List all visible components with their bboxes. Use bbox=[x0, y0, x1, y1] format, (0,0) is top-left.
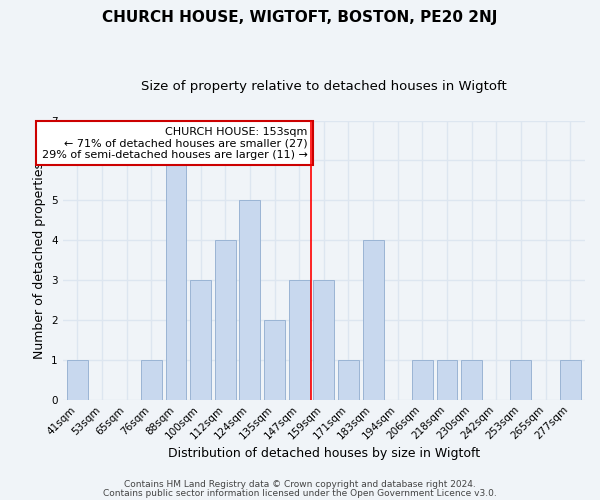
Bar bbox=[215, 240, 236, 400]
Text: Contains HM Land Registry data © Crown copyright and database right 2024.: Contains HM Land Registry data © Crown c… bbox=[124, 480, 476, 489]
Bar bbox=[141, 360, 162, 400]
Bar bbox=[313, 280, 334, 400]
Bar bbox=[166, 160, 187, 400]
Bar bbox=[239, 200, 260, 400]
Bar bbox=[461, 360, 482, 400]
Bar bbox=[338, 360, 359, 400]
Bar bbox=[190, 280, 211, 400]
Bar bbox=[412, 360, 433, 400]
Bar bbox=[289, 280, 310, 400]
Bar bbox=[560, 360, 581, 400]
Bar bbox=[264, 320, 285, 400]
Bar bbox=[437, 360, 457, 400]
Bar bbox=[511, 360, 532, 400]
Text: Contains public sector information licensed under the Open Government Licence v3: Contains public sector information licen… bbox=[103, 489, 497, 498]
Bar bbox=[67, 360, 88, 400]
Bar bbox=[362, 240, 383, 400]
X-axis label: Distribution of detached houses by size in Wigtoft: Distribution of detached houses by size … bbox=[168, 447, 480, 460]
Y-axis label: Number of detached properties: Number of detached properties bbox=[32, 162, 46, 358]
Text: CHURCH HOUSE: 153sqm
← 71% of detached houses are smaller (27)
29% of semi-detac: CHURCH HOUSE: 153sqm ← 71% of detached h… bbox=[42, 126, 308, 160]
Title: Size of property relative to detached houses in Wigtoft: Size of property relative to detached ho… bbox=[141, 80, 506, 93]
Text: CHURCH HOUSE, WIGTOFT, BOSTON, PE20 2NJ: CHURCH HOUSE, WIGTOFT, BOSTON, PE20 2NJ bbox=[103, 10, 497, 25]
